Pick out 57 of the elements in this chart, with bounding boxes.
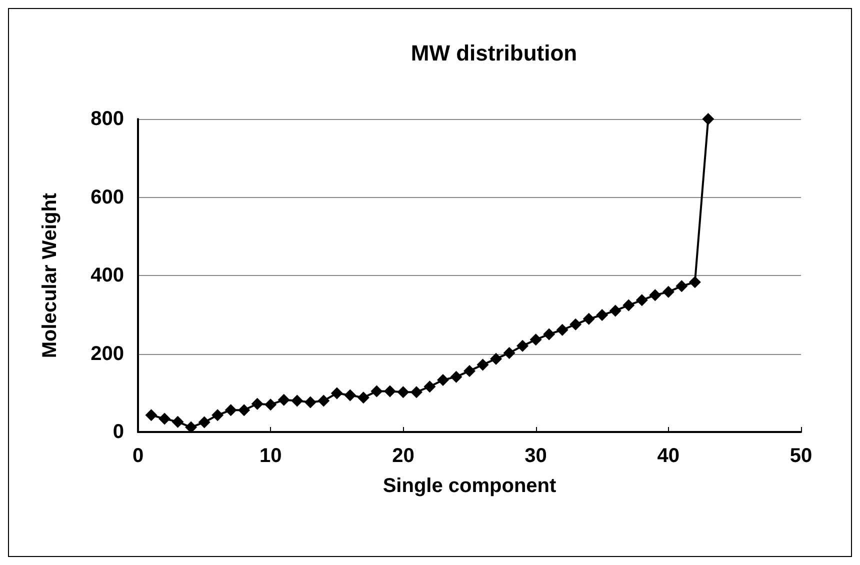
point xyxy=(702,113,714,125)
point xyxy=(609,304,622,317)
y-tick-label: 600 xyxy=(90,186,124,208)
x-axis-title: Single component xyxy=(382,475,557,497)
point xyxy=(384,385,396,398)
point xyxy=(503,346,516,359)
chart-title: MW distribution xyxy=(410,40,578,66)
y-tick-label: 0 xyxy=(112,421,124,443)
point xyxy=(543,328,556,340)
point xyxy=(596,309,608,322)
point xyxy=(344,389,356,402)
point xyxy=(556,324,568,336)
point xyxy=(370,385,383,398)
point xyxy=(490,352,502,365)
point xyxy=(198,416,210,428)
point xyxy=(397,386,410,398)
x-tick-label: 30 xyxy=(524,445,547,467)
point xyxy=(649,289,662,302)
point xyxy=(570,318,582,330)
point xyxy=(330,387,343,400)
point xyxy=(582,312,595,325)
point xyxy=(662,286,674,298)
point xyxy=(636,294,648,306)
x-tick-label: 0 xyxy=(132,445,144,467)
point xyxy=(516,340,529,352)
x-tick-label: 40 xyxy=(657,445,680,467)
point xyxy=(436,374,449,386)
x-tick-label: 50 xyxy=(790,445,812,467)
point xyxy=(410,386,422,398)
point xyxy=(530,334,542,346)
point xyxy=(264,398,277,411)
y-axis-title: Molecular Weight xyxy=(39,192,61,358)
point xyxy=(476,358,489,371)
point xyxy=(424,380,436,393)
point xyxy=(238,404,250,416)
point xyxy=(172,416,184,428)
point xyxy=(304,396,316,408)
point xyxy=(158,412,171,425)
point xyxy=(464,364,476,377)
point xyxy=(622,299,635,312)
point xyxy=(357,392,370,404)
point xyxy=(291,394,304,407)
x-tick-label: 10 xyxy=(259,445,282,467)
point xyxy=(450,370,462,383)
point xyxy=(676,280,688,292)
point xyxy=(278,394,290,406)
point xyxy=(318,394,330,407)
point xyxy=(145,409,158,422)
y-tick-label: 400 xyxy=(90,264,124,286)
point xyxy=(185,421,198,434)
point xyxy=(212,409,224,422)
y-tick-label: 800 xyxy=(90,108,124,130)
point xyxy=(224,404,237,416)
x-tick-label: 20 xyxy=(392,445,414,467)
point xyxy=(688,276,701,288)
point xyxy=(251,398,264,410)
y-tick-label: 200 xyxy=(90,342,124,365)
